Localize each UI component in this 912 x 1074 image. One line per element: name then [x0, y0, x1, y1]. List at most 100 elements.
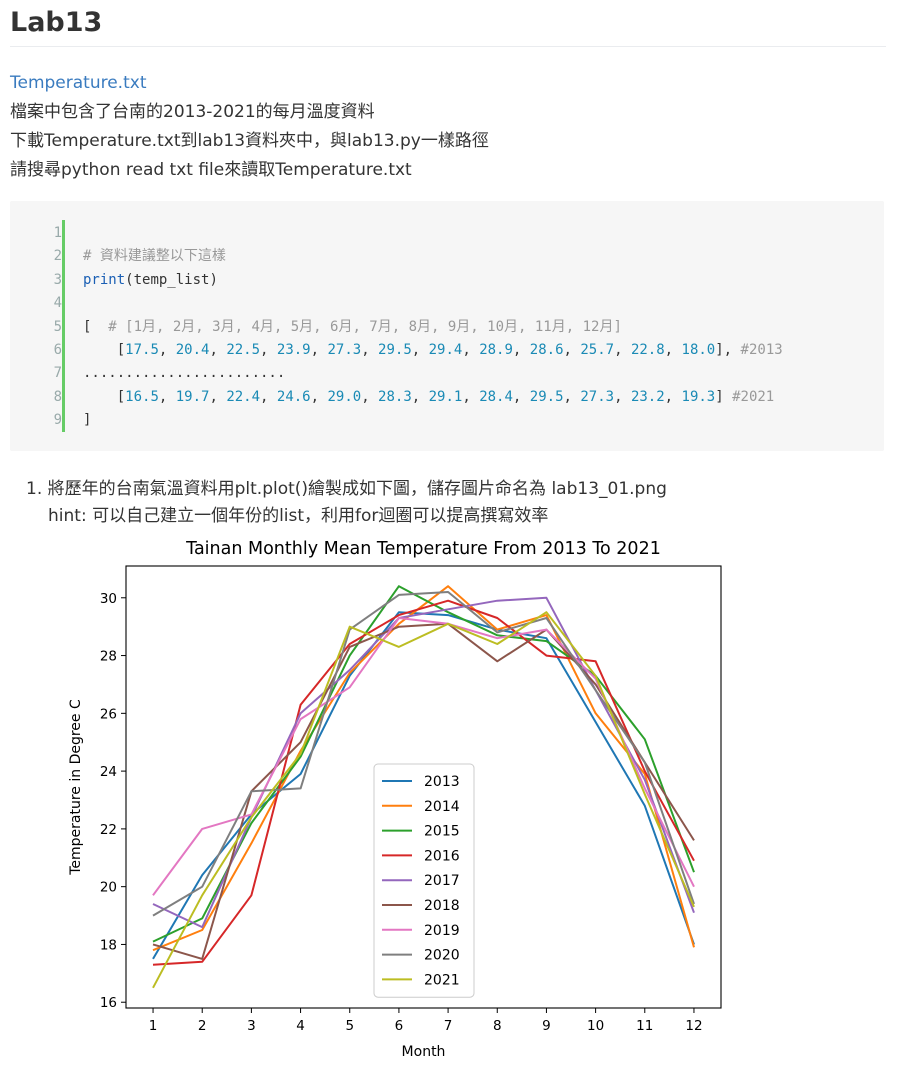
line-number: 8	[53, 388, 62, 405]
code-line-6: [17.5, 20.4, 22.5, 23.9, 27.3, 29.5, 29.…	[83, 339, 783, 362]
temperature-value: 19.3	[681, 388, 716, 405]
series-line-2016	[152, 599, 695, 966]
line-number: 9	[53, 412, 62, 429]
x-tick-label: 1	[149, 1018, 158, 1034]
separator: ,	[614, 341, 631, 358]
temperature-value: 23.2	[630, 388, 665, 405]
legend-label: 2019	[424, 923, 460, 939]
temperature-value: 19.7	[175, 388, 210, 405]
x-tick-label: 4	[296, 1018, 305, 1034]
task-instructions: 1. 將歷年的台南氣溫資料用plt.plot()繪製成如下圖，儲存圖片命名為 l…	[26, 476, 667, 530]
line-number: 3	[53, 271, 62, 288]
separator: ,	[158, 388, 176, 405]
temperature-value: 29.1	[428, 388, 463, 405]
separator: ,	[563, 388, 581, 405]
line-number: 1	[53, 225, 62, 241]
row-open-bracket: [	[83, 388, 126, 405]
separator: ,	[512, 388, 530, 405]
separator: ,	[462, 388, 480, 405]
y-tick-label: 26	[100, 706, 117, 722]
separator: ,	[361, 388, 379, 405]
separator: ,	[260, 341, 277, 358]
legend-label: 2016	[424, 848, 460, 864]
y-axis-label: Temperature in Degree C	[68, 699, 84, 876]
separator: ,	[158, 341, 176, 358]
line-number: 7	[53, 365, 62, 382]
code-comment: # 資料建議整以下這樣	[83, 248, 226, 265]
x-tick-label: 8	[493, 1018, 502, 1034]
legend-label: 2015	[424, 824, 460, 840]
chart-svg: Tainan Monthly Mean Temperature From 201…	[68, 539, 722, 1060]
separator: ,	[310, 388, 328, 405]
page: Lab13 Temperature.txt 檔案中包含了台南的2013-2021…	[10, 0, 886, 1060]
series-line-2015	[152, 585, 695, 943]
x-tick-label: 11	[636, 1018, 653, 1034]
series-line-2017	[152, 596, 695, 929]
task-hint: hint: 可以自己建立一個年份的list，利用for迴圈可以提高撰寫效率	[48, 506, 549, 526]
series-line-2020	[152, 591, 695, 917]
x-tick-label: 7	[444, 1018, 453, 1034]
x-tick-label: 12	[685, 1018, 702, 1034]
code-gutter-bar	[62, 220, 65, 432]
separator: ,	[361, 341, 379, 358]
temperature-value: 27.3	[580, 388, 615, 405]
x-tick-label: 6	[395, 1018, 404, 1034]
line-number: 4	[53, 295, 62, 312]
temperature-value: 22.4	[226, 388, 261, 405]
x-tick-label: 2	[198, 1018, 207, 1034]
task-line-1: 1. 將歷年的台南氣溫資料用plt.plot()繪製成如下圖，儲存圖片命名為 l…	[26, 479, 667, 499]
temperature-value: 29.5	[378, 341, 412, 358]
line-number: 5	[53, 318, 62, 335]
x-tick-label: 9	[542, 1018, 551, 1034]
x-tick-label: 10	[587, 1018, 604, 1034]
code-line-7: ........................	[83, 362, 783, 385]
temperature-value: 17.5	[125, 341, 159, 358]
temperature-value: 23.9	[276, 341, 311, 358]
temperature-value: 29.5	[529, 388, 564, 405]
intro: Temperature.txt 檔案中包含了台南的2013-2021的每月溫度資…	[10, 69, 886, 185]
separator: ,	[260, 388, 277, 405]
month-comment: # [1月, 2月, 3月, 4月, 5月, 6月, 7月, 8月, 9月, 1…	[108, 318, 622, 335]
x-tick-label: 5	[345, 1018, 354, 1034]
code-line-1	[83, 222, 783, 245]
intro-line-3: 請搜尋python read txt file來讀取Temperature.tx…	[10, 160, 412, 180]
temperature-value: 28.9	[479, 341, 513, 358]
separator: ,	[411, 388, 429, 405]
x-axis-label: Month	[402, 1044, 446, 1060]
separator: ,	[411, 341, 429, 358]
print-args: (temp_list)	[125, 271, 218, 288]
code-line-5: [ # [1月, 2月, 3月, 4月, 5月, 6月, 7月, 8月, 9月,…	[83, 316, 783, 339]
plot-frame	[125, 565, 722, 1009]
line-number: 2	[53, 248, 62, 265]
separator: ,	[664, 341, 682, 358]
temperature-value: 28.4	[479, 388, 513, 405]
series-line-2021	[152, 611, 695, 989]
code-line-3: print(temp_list)	[83, 269, 783, 292]
separator: ,	[614, 388, 631, 405]
legend-label: 2018	[424, 898, 460, 914]
temperature-value: 29.0	[327, 388, 362, 405]
line-number: 6	[53, 341, 62, 358]
code-line-4	[83, 292, 783, 315]
y-tick-label: 16	[100, 995, 117, 1011]
temperature-value: 22.8	[630, 341, 665, 358]
legend-label: 2017	[424, 873, 460, 889]
chart-title: Tainan Monthly Mean Temperature From 201…	[185, 539, 661, 559]
temperature-file-link[interactable]: Temperature.txt	[10, 73, 147, 93]
separator: ,	[310, 341, 328, 358]
y-tick-label: 28	[100, 649, 117, 665]
intro-line-2: 下載Temperature.txt到lab13資料夾中，與lab13.py一樣路…	[10, 131, 489, 151]
temperature-value: 24.6	[276, 388, 311, 405]
code-line-2: # 資料建議整以下這樣	[83, 245, 783, 268]
ellipsis: ........................	[83, 365, 286, 382]
year-comment: #2013	[740, 341, 783, 358]
separator: ,	[563, 341, 581, 358]
print-keyword: print	[83, 271, 126, 288]
year-comment: #2021	[732, 388, 775, 405]
code-block: 1 2 3 4 5 6 7 8 9 # 資料建議整以下這樣 print(temp…	[10, 201, 884, 451]
page-title: Lab13	[10, 0, 886, 47]
separator: ,	[209, 388, 227, 405]
series-line-2014	[152, 585, 695, 952]
separator: ,	[462, 341, 480, 358]
temperature-value: 29.4	[428, 341, 463, 358]
